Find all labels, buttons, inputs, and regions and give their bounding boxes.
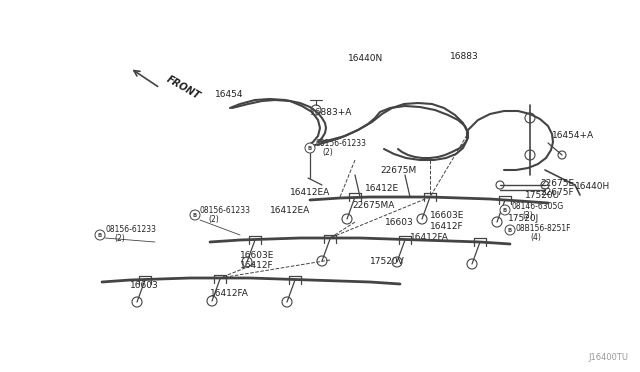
Text: 16603E: 16603E [240, 250, 275, 260]
Text: (2): (2) [522, 211, 532, 219]
Circle shape [190, 210, 200, 220]
Text: B: B [503, 208, 507, 212]
Text: 08156-61233: 08156-61233 [315, 138, 366, 148]
Text: 16412E: 16412E [365, 183, 399, 192]
Text: B: B [193, 212, 197, 218]
Text: (2): (2) [114, 234, 125, 243]
Text: B: B [308, 145, 312, 151]
Text: 17520V: 17520V [370, 257, 404, 266]
Text: 08146-6305G: 08146-6305G [512, 202, 564, 211]
Text: 08156-61233: 08156-61233 [105, 224, 156, 234]
Text: (4): (4) [530, 232, 541, 241]
Text: 16454+A: 16454+A [552, 131, 594, 140]
Text: B: B [98, 232, 102, 237]
Text: 16412FA: 16412FA [210, 289, 249, 298]
Circle shape [305, 143, 315, 153]
Text: 16603: 16603 [385, 218, 413, 227]
Text: (2): (2) [322, 148, 333, 157]
Text: 16440N: 16440N [348, 54, 383, 62]
Text: FRONT: FRONT [165, 74, 202, 102]
Text: 16603E: 16603E [430, 211, 465, 219]
Text: 16412EA: 16412EA [290, 187, 330, 196]
Text: 08156-61233: 08156-61233 [200, 205, 251, 215]
Text: 16412F: 16412F [430, 221, 463, 231]
Text: 08B156-8251F: 08B156-8251F [516, 224, 572, 232]
Text: 22675F: 22675F [540, 187, 573, 196]
Text: 16883: 16883 [450, 51, 479, 61]
Text: 16454: 16454 [215, 90, 243, 99]
Circle shape [505, 225, 515, 235]
Circle shape [500, 205, 510, 215]
Text: 22675E: 22675E [540, 179, 574, 187]
Text: 16412F: 16412F [240, 262, 274, 270]
Text: 16603: 16603 [130, 280, 159, 289]
Text: 16883+A: 16883+A [310, 108, 353, 116]
Text: 22675M: 22675M [380, 166, 416, 174]
Text: 17520J: 17520J [508, 214, 540, 222]
Text: 22675MA: 22675MA [352, 201, 394, 209]
Text: B: B [508, 228, 512, 232]
Text: 16412EA: 16412EA [270, 205, 310, 215]
Text: 16440H: 16440H [575, 182, 611, 190]
Text: 16412FA: 16412FA [410, 232, 449, 241]
Circle shape [95, 230, 105, 240]
Text: J16400TU: J16400TU [588, 353, 628, 362]
Text: (2): (2) [208, 215, 219, 224]
Text: 17520U: 17520U [525, 190, 560, 199]
